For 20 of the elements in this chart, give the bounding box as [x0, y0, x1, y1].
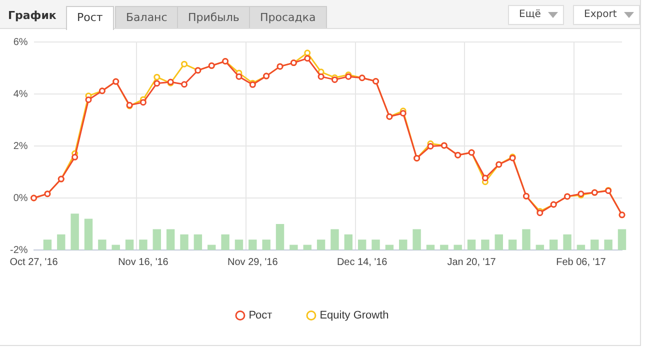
- text: Рост: [66, 6, 114, 30]
- x-tick-label: Feb 06, '17: [556, 256, 606, 268]
- x-tick-label: Jan 20, '17: [447, 256, 496, 268]
- y-tick-label: 2%: [13, 140, 28, 152]
- legend-label: Equity Growth: [320, 310, 389, 322]
- y-tick-label: 0%: [13, 192, 28, 204]
- text: Ещё: [519, 9, 541, 20]
- text: Баланс: [115, 6, 178, 28]
- x-tick-label: Nov 29, '16: [228, 256, 278, 268]
- text: Просадка: [249, 6, 327, 28]
- chart-title: График: [8, 9, 56, 22]
- x-tick-label: Oct 27, '16: [10, 256, 58, 268]
- x-tick-label: Nov 16, '16: [118, 256, 169, 268]
- y-tick-label: -2%: [10, 244, 28, 256]
- text: Прибыль: [177, 6, 250, 28]
- y-tick-label: 4%: [13, 88, 28, 100]
- text: Export: [584, 9, 617, 20]
- x-tick-label: Dec 14, '16: [336, 256, 388, 268]
- legend-label: Рост: [248, 310, 272, 322]
- y-tick-label: 6%: [13, 36, 28, 48]
